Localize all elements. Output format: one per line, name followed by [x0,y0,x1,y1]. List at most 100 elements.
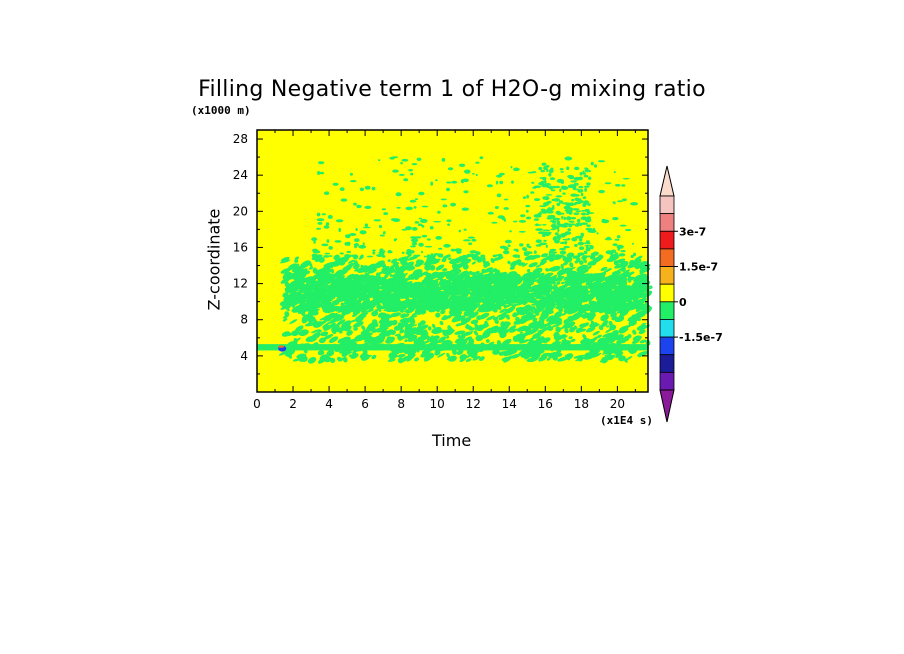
upper-patch [359,230,367,235]
field-patch [401,272,408,278]
field-patch [589,289,596,292]
field-patch [559,275,565,280]
field-patch [477,291,484,298]
field-patch [478,356,485,361]
upper-patch [548,207,551,210]
field-patch [426,286,429,288]
upper-patch [549,177,556,181]
field-patch [451,282,455,288]
field-patch [583,285,588,288]
upper-patch [547,215,553,219]
upper-patch [392,218,401,223]
colorbar-tick-label: 3e-7 [679,225,706,238]
field-patch [311,289,317,291]
field-patch [400,292,407,297]
field-patch [574,343,581,348]
field-patch [438,300,445,305]
field-patch [562,255,567,262]
field-patch [394,289,400,292]
upper-patch [424,245,433,248]
upper-patch [566,216,572,221]
field-patch [338,287,345,290]
field-patch [541,286,547,289]
field-patch [322,279,330,285]
field-patch [567,315,575,322]
field-patch [287,297,298,302]
field-patch [357,267,366,274]
upper-patch [584,167,588,169]
upper-patch [376,254,383,257]
field-patch [565,293,573,300]
field-patch [426,302,438,310]
upper-patch [586,213,590,216]
field-patch [507,300,512,305]
field-patch [542,343,549,348]
field-patch [566,306,575,311]
upper-patch [541,177,546,179]
upper-patch [614,252,619,255]
field-patch [518,350,525,355]
field-patch [292,296,295,299]
upper-patch [578,176,583,181]
field-patch [326,273,332,280]
field-patch [292,295,296,298]
field-patch [440,285,443,288]
field-patch [503,289,506,292]
upper-patch [555,210,561,215]
field-patch [413,291,421,294]
field-patch [399,289,402,292]
field-patch [634,302,643,308]
field-patch [551,293,555,300]
upper-patch [499,172,505,176]
field-patch [448,275,454,279]
field-patch [440,271,451,276]
field-patch [509,291,512,293]
field-patch [465,306,471,311]
field-patch [571,280,575,283]
field-patch [447,356,456,361]
field-patch [416,286,423,289]
field-patch [355,297,364,303]
field-patch [618,312,628,318]
upper-patch [354,238,360,243]
field-patch [403,307,407,311]
field-patch [315,287,321,292]
field-patch [481,322,489,328]
field-patch [422,292,427,295]
upper-patch [621,184,626,187]
y-axis-label: Z-coordinate [204,208,224,311]
field-patch [296,285,306,290]
field-patch [478,312,490,320]
field-patch [462,293,469,299]
field-patch [495,287,498,290]
field-patch [310,292,314,294]
field-patch [613,343,622,350]
field-patch [359,288,366,291]
field-patch [589,322,599,328]
field-patch [611,294,619,300]
x-tick-label: 18 [574,397,589,411]
field-patch [311,308,320,315]
field-patch [452,287,462,296]
field-patch [617,294,623,297]
colorbar-tick-label: 1.5e-7 [679,261,718,274]
field-patch [456,304,462,310]
upper-patch [353,202,357,206]
field-patch [320,278,331,287]
field-patch [617,280,628,287]
field-patch [343,293,351,301]
field-patch [636,308,641,312]
field-patch [473,330,479,336]
field-patch [416,291,423,294]
field-patch [614,295,619,300]
upper-patch [504,239,512,244]
field-patch [624,295,630,298]
field-patch [573,294,577,296]
field-patch [463,294,467,297]
field-patch [413,302,421,310]
field-patch [606,355,613,360]
field-patch [311,293,319,297]
field-patch [520,286,526,289]
field-patch [328,286,332,289]
field-patch [542,276,553,283]
